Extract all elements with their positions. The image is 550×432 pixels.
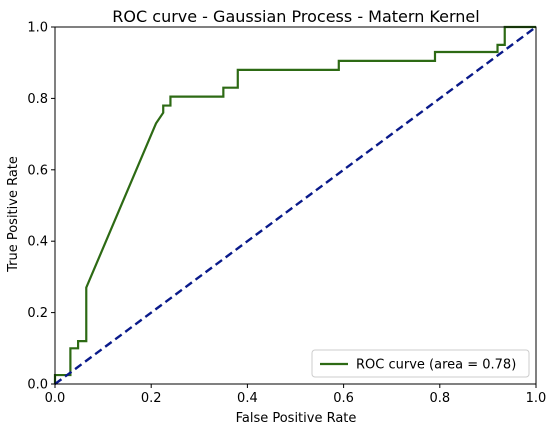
plot-frame bbox=[54, 26, 537, 385]
y-tick-label: 0.4 bbox=[27, 235, 48, 250]
y-tick-label: 1.0 bbox=[27, 21, 48, 36]
x-tick-label: 0.2 bbox=[141, 391, 162, 406]
y-tick-label: 0.6 bbox=[27, 163, 48, 178]
x-tick-label: 0.0 bbox=[45, 391, 66, 406]
x-tick-label: 0.8 bbox=[429, 391, 450, 406]
legend-entry-label: ROC curve (area = 0.78) bbox=[356, 358, 516, 373]
roc-curve-line bbox=[53, 25, 536, 384]
x-tick-label: 1.0 bbox=[526, 391, 547, 406]
y-axis-label: True Positive Rate bbox=[6, 156, 21, 273]
y-tick-label: 0.0 bbox=[27, 378, 48, 393]
x-tick-label: 0.6 bbox=[333, 391, 354, 406]
chart-title: ROC curve - Gaussian Process - Matern Ke… bbox=[112, 7, 479, 26]
legend: ROC curve (area = 0.78) bbox=[311, 349, 530, 378]
x-tick-label: 0.4 bbox=[237, 391, 258, 406]
ticks-layer: 0.0 0.2 0.4 0.6 0.8 1.0 0.0 0.2 0.4 0.6 0.8 1.0 bbox=[27, 21, 546, 407]
y-tick-label: 0.8 bbox=[27, 92, 48, 107]
series-layer bbox=[53, 25, 537, 385]
legend-box bbox=[311, 349, 530, 378]
x-axis-label: False Positive Rate bbox=[236, 411, 357, 426]
chance-diagonal-line bbox=[54, 26, 537, 385]
y-tick-label: 0.2 bbox=[27, 306, 48, 321]
